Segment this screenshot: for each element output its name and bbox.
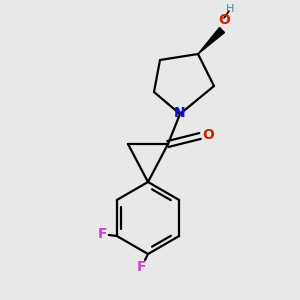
Text: F: F <box>98 227 108 241</box>
Text: O: O <box>218 13 230 27</box>
Text: H: H <box>226 4 234 14</box>
Text: O: O <box>202 128 214 142</box>
Text: N: N <box>174 106 186 120</box>
Text: F: F <box>137 260 147 274</box>
Polygon shape <box>198 28 224 54</box>
